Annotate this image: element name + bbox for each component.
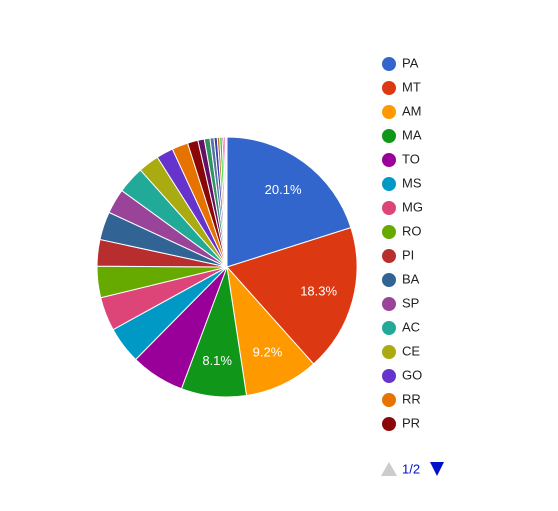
legend-label: RO xyxy=(402,223,422,238)
legend-label: SP xyxy=(402,295,419,310)
legend-page-prev[interactable] xyxy=(381,462,397,476)
legend-swatch xyxy=(382,417,396,431)
legend-label: RR xyxy=(402,391,421,406)
legend-swatch xyxy=(382,129,396,143)
slice-label: 8.1% xyxy=(202,353,232,368)
legend-label: AC xyxy=(402,319,420,334)
legend-label: AM xyxy=(402,103,422,118)
legend-swatch xyxy=(382,81,396,95)
pie-slice xyxy=(226,136,352,268)
slice-label: 20.1% xyxy=(265,182,302,197)
legend-label: GO xyxy=(402,367,422,382)
slice-label: 9.2% xyxy=(253,344,283,359)
legend-label: PR xyxy=(402,415,420,430)
legend-label: MA xyxy=(402,127,422,142)
legend-swatch xyxy=(382,321,396,335)
legend-page-next[interactable] xyxy=(430,462,444,476)
legend-swatch xyxy=(382,369,396,383)
pie-slice xyxy=(225,136,228,268)
legend-swatch xyxy=(382,177,396,191)
legend-swatch xyxy=(382,105,396,119)
legend-swatch xyxy=(382,273,396,287)
legend-label: MT xyxy=(402,79,421,94)
legend-swatch xyxy=(382,297,396,311)
legend-swatch xyxy=(382,153,396,167)
legend-swatch xyxy=(382,57,396,71)
legend-page-indicator: 1/2 xyxy=(402,461,420,476)
legend-swatch xyxy=(382,249,396,263)
slice-label: 18.3% xyxy=(300,284,337,299)
legend-swatch xyxy=(382,201,396,215)
legend-label: MS xyxy=(402,175,422,190)
legend-label: PA xyxy=(402,55,419,70)
legend-label: MG xyxy=(402,199,423,214)
legend-swatch xyxy=(382,345,396,359)
legend-label: CE xyxy=(402,343,420,358)
legend-swatch xyxy=(382,225,396,239)
legend-swatch xyxy=(382,393,396,407)
pie-slice xyxy=(226,226,358,365)
legend-label: TO xyxy=(402,151,420,166)
legend-label: BA xyxy=(402,271,420,286)
legend-label: PI xyxy=(402,247,414,262)
